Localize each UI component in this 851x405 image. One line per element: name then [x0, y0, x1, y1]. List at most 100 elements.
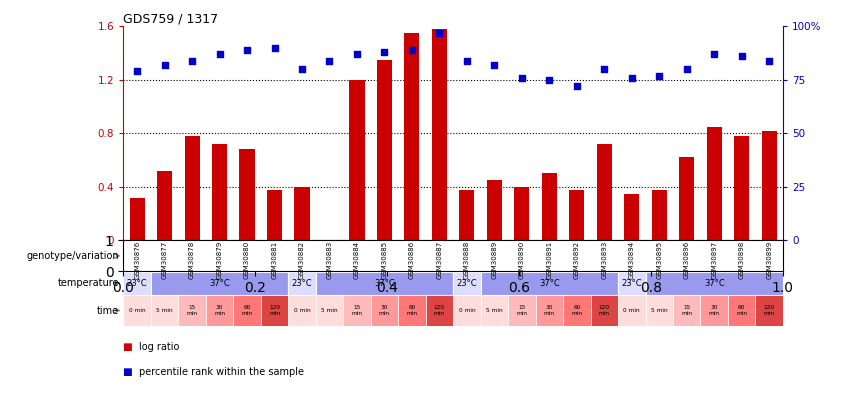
Text: 120
min: 120 min — [763, 305, 774, 316]
Point — [653, 72, 666, 79]
Text: GSM30899: GSM30899 — [766, 241, 772, 279]
FancyBboxPatch shape — [535, 295, 563, 326]
Text: 60
min: 60 min — [571, 305, 582, 316]
Text: 30
min: 30 min — [379, 305, 390, 316]
FancyBboxPatch shape — [453, 295, 481, 326]
Text: wild type: wild type — [182, 251, 230, 261]
Text: GSM30882: GSM30882 — [299, 241, 305, 279]
FancyBboxPatch shape — [646, 295, 673, 326]
Bar — [679, 158, 694, 241]
Text: GSM30889: GSM30889 — [491, 241, 497, 279]
Point — [432, 30, 446, 36]
Bar — [377, 60, 392, 241]
Point — [268, 45, 282, 51]
Text: GSM30894: GSM30894 — [629, 241, 635, 279]
Bar — [212, 144, 227, 241]
Bar — [569, 190, 585, 241]
Text: time: time — [97, 305, 119, 315]
FancyBboxPatch shape — [426, 295, 453, 326]
FancyBboxPatch shape — [481, 295, 508, 326]
Text: 60
min: 60 min — [242, 305, 253, 316]
FancyBboxPatch shape — [756, 295, 783, 326]
Text: 0 min: 0 min — [294, 308, 311, 313]
Text: genotype/variation: genotype/variation — [26, 251, 119, 261]
Point — [680, 66, 694, 72]
Text: GSM30893: GSM30893 — [602, 241, 608, 279]
Text: 15
min: 15 min — [351, 305, 363, 316]
Text: 5 min: 5 min — [157, 308, 173, 313]
Text: ■: ■ — [123, 367, 136, 377]
Bar — [734, 136, 749, 241]
Text: 0 min: 0 min — [129, 308, 146, 313]
Text: GSM30887: GSM30887 — [437, 241, 443, 279]
Text: 37°C: 37°C — [209, 279, 230, 288]
Point — [186, 58, 199, 64]
Text: GSM30886: GSM30886 — [409, 241, 415, 279]
Point — [323, 58, 336, 64]
Text: GSM30885: GSM30885 — [381, 241, 387, 279]
FancyBboxPatch shape — [260, 295, 288, 326]
Text: 23°C: 23°C — [127, 279, 147, 288]
Point — [735, 53, 749, 60]
Text: GSM30891: GSM30891 — [546, 241, 552, 279]
FancyBboxPatch shape — [179, 295, 206, 326]
Bar — [487, 180, 502, 241]
Point — [213, 51, 226, 58]
FancyBboxPatch shape — [481, 272, 618, 294]
Point — [762, 58, 776, 64]
Bar — [185, 136, 200, 241]
Bar — [157, 171, 172, 241]
FancyBboxPatch shape — [398, 295, 426, 326]
Text: ■: ■ — [123, 342, 136, 352]
Bar — [350, 80, 364, 241]
Bar — [542, 173, 557, 241]
FancyBboxPatch shape — [563, 295, 591, 326]
Text: GSM30876: GSM30876 — [134, 241, 140, 279]
Text: log ratio: log ratio — [139, 342, 179, 352]
Text: 15
min: 15 min — [186, 305, 197, 316]
FancyBboxPatch shape — [206, 295, 233, 326]
Text: 120
min: 120 min — [599, 305, 610, 316]
Text: 23°C: 23°C — [621, 279, 643, 288]
Text: 120
min: 120 min — [434, 305, 445, 316]
Text: prp17-1: prp17-1 — [515, 251, 557, 261]
FancyBboxPatch shape — [151, 272, 288, 294]
Point — [543, 77, 557, 83]
FancyBboxPatch shape — [316, 295, 343, 326]
FancyBboxPatch shape — [316, 272, 453, 294]
Text: 60
min: 60 min — [736, 305, 747, 316]
Bar — [129, 198, 145, 241]
Bar — [267, 190, 282, 241]
Point — [130, 68, 144, 75]
Point — [570, 83, 584, 90]
FancyBboxPatch shape — [618, 295, 646, 326]
FancyBboxPatch shape — [371, 295, 398, 326]
Point — [378, 49, 391, 55]
Point — [707, 51, 721, 58]
Text: 30
min: 30 min — [544, 305, 555, 316]
Text: 5 min: 5 min — [651, 308, 667, 313]
Text: 37°C: 37°C — [704, 279, 724, 288]
Text: 37°C: 37°C — [374, 279, 395, 288]
Bar — [514, 187, 529, 241]
Text: GSM30896: GSM30896 — [683, 241, 690, 279]
Bar — [597, 144, 612, 241]
FancyBboxPatch shape — [453, 241, 618, 271]
Text: GSM30892: GSM30892 — [574, 241, 580, 279]
Point — [295, 66, 309, 72]
Text: 23°C: 23°C — [292, 279, 312, 288]
FancyBboxPatch shape — [591, 295, 618, 326]
Text: GSM30895: GSM30895 — [656, 241, 662, 279]
FancyBboxPatch shape — [618, 241, 783, 271]
Text: GSM30884: GSM30884 — [354, 241, 360, 279]
Text: percentile rank within the sample: percentile rank within the sample — [139, 367, 304, 377]
FancyBboxPatch shape — [508, 295, 535, 326]
Point — [240, 47, 254, 53]
Text: GSM30879: GSM30879 — [216, 241, 223, 279]
Text: 30
min: 30 min — [214, 305, 225, 316]
Point — [625, 75, 638, 81]
Text: 37°C: 37°C — [539, 279, 560, 288]
Bar — [652, 190, 667, 241]
Text: 60
min: 60 min — [407, 305, 418, 316]
FancyBboxPatch shape — [618, 272, 646, 294]
